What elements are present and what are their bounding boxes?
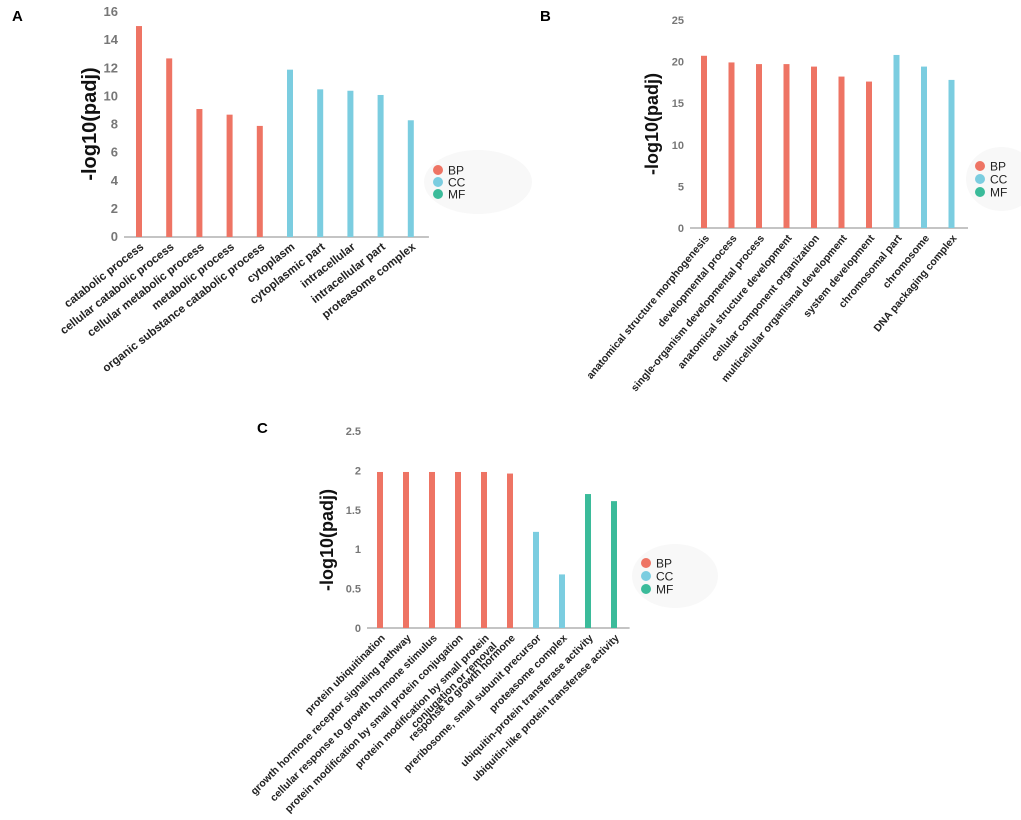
y-tick-label: 2.5 — [346, 426, 361, 438]
y-tick-label: 6 — [111, 145, 118, 160]
bar — [559, 574, 565, 628]
legend-swatch — [641, 558, 651, 568]
y-tick-label: 14 — [104, 32, 119, 47]
legend-swatch — [975, 161, 985, 171]
y-tick-label: 20 — [672, 57, 684, 69]
bar — [866, 81, 872, 229]
x-tick-label: cellular metabolic process — [86, 241, 207, 339]
bar — [507, 473, 513, 628]
bar — [811, 66, 817, 228]
bar — [256, 125, 263, 237]
legend-swatch — [975, 174, 985, 184]
bar — [287, 69, 293, 237]
panel-letter-a: A — [12, 8, 23, 25]
legend-label: MF — [448, 188, 465, 202]
legend-background — [424, 150, 532, 214]
legend-label: CC — [990, 173, 1008, 187]
bar — [166, 58, 173, 237]
bar — [347, 90, 354, 237]
panel-letter-b: B — [540, 8, 551, 25]
y-tick-label: 0 — [355, 623, 361, 635]
bar — [893, 54, 900, 228]
bar — [701, 55, 707, 228]
bar — [136, 26, 142, 237]
y-tick-label: 10 — [104, 88, 118, 103]
legend-label: CC — [448, 176, 466, 190]
legend-label: BP — [990, 160, 1006, 174]
bar — [533, 531, 539, 628]
y-tick-label: 4 — [111, 173, 119, 188]
bar — [921, 66, 927, 228]
y-axis-title: -log10(padj) — [79, 67, 101, 180]
bar — [403, 471, 409, 628]
legend-swatch — [433, 189, 443, 199]
y-tick-label: 2 — [355, 465, 361, 477]
legend-swatch — [433, 177, 443, 187]
bar — [429, 471, 435, 628]
bar — [377, 471, 383, 628]
legend-label: MF — [656, 583, 673, 597]
bar — [455, 471, 461, 628]
y-tick-label: 0 — [111, 229, 118, 244]
legend-swatch — [433, 165, 443, 175]
legend-background — [632, 544, 718, 608]
y-tick-label: 1.5 — [346, 505, 361, 517]
y-tick-label: 10 — [672, 140, 684, 152]
y-tick-label: 15 — [672, 98, 684, 110]
bar — [948, 79, 955, 229]
bar — [611, 501, 617, 628]
legend-label: MF — [990, 186, 1007, 200]
bar — [481, 471, 487, 628]
y-tick-label: 1 — [355, 544, 361, 556]
bar — [585, 494, 591, 628]
bar — [407, 120, 414, 237]
y-axis-title: -log10(padj) — [317, 489, 337, 591]
bar — [196, 109, 203, 237]
y-tick-label: 0 — [678, 223, 684, 235]
y-tick-label: 8 — [111, 117, 118, 132]
panel-letter-c: C — [257, 420, 268, 437]
y-tick-label: 12 — [104, 60, 118, 75]
legend-swatch — [641, 584, 651, 594]
y-tick-label: 16 — [104, 4, 118, 19]
y-tick-label: 25 — [672, 15, 684, 27]
legend-label: BP — [448, 164, 464, 178]
x-tick-label: protein modification by small protein co… — [283, 632, 466, 815]
legend-swatch — [641, 571, 651, 581]
bar — [317, 89, 324, 237]
legend-label: CC — [656, 570, 674, 584]
y-tick-label: 2 — [111, 201, 118, 216]
y-axis-title: -log10(padj) — [642, 73, 662, 175]
bar — [728, 62, 735, 228]
y-tick-label: 5 — [678, 181, 684, 193]
bar — [783, 64, 790, 228]
legend-swatch — [975, 187, 985, 197]
bar — [838, 76, 845, 229]
bar — [377, 94, 384, 237]
bar — [226, 114, 233, 237]
legend-label: BP — [656, 557, 672, 571]
y-tick-label: 0.5 — [346, 584, 361, 596]
bar — [756, 64, 762, 228]
